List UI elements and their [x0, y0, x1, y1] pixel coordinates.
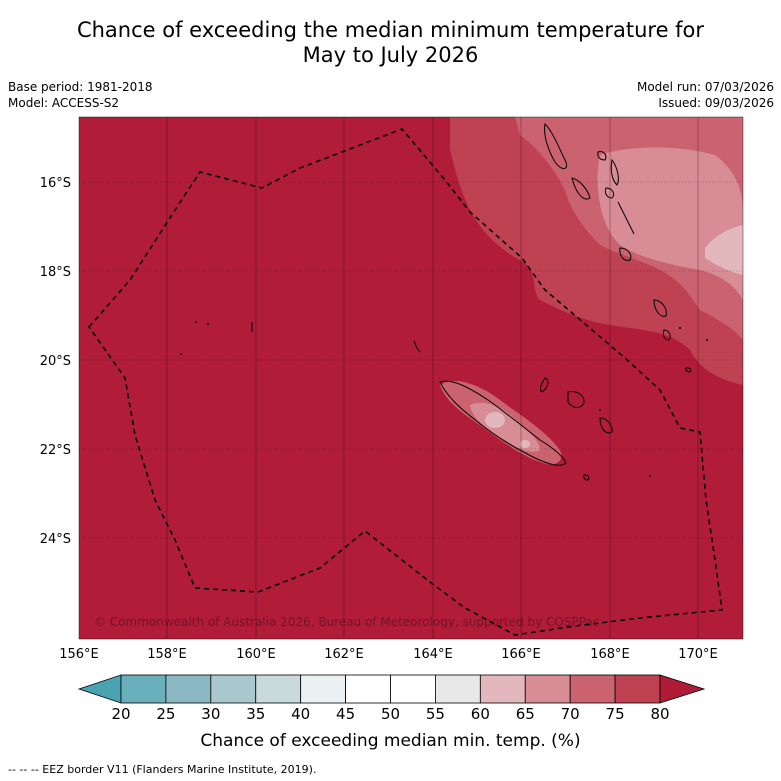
loyalty-mare-coast [599, 417, 613, 434]
title-line-2: May to July 2026 [302, 43, 479, 67]
colorbar-tick-label: 30 [201, 705, 221, 723]
islet [195, 321, 197, 323]
isle-of-pines-coast [583, 474, 590, 481]
contour-65-region [597, 147, 743, 300]
espiritu-santo-coast [544, 123, 568, 169]
colorbar-tick-label: 75 [605, 705, 625, 723]
islet [599, 409, 601, 411]
lon-label-164e: 164°E [413, 647, 453, 662]
contour-60-region [705, 225, 743, 275]
issued-date: Issued: 09/03/2026 [658, 96, 774, 110]
graticule [79, 117, 743, 639]
longitude-axis-labels: 156°E 158°E 160°E 162°E 164°E 166°E 168°… [59, 647, 718, 662]
model-name: Model: ACCESS-S2 [8, 96, 120, 110]
hunter-island-islet [685, 367, 692, 373]
colorbar-tick-label: 50 [380, 705, 401, 723]
lon-label-170e: 170°E [678, 647, 718, 662]
erromango-coast [619, 247, 632, 261]
belep-islands-coast [413, 340, 421, 353]
colorbar-segment [569, 674, 616, 704]
lat-label-22s: 22°S [40, 443, 71, 458]
colorbar-segment [479, 674, 526, 704]
colorbar-tick-label: 40 [291, 705, 311, 723]
lon-label-162e: 162°E [324, 647, 364, 662]
colorbar-tick-label: 45 [336, 705, 356, 723]
islet [180, 353, 182, 355]
colorbar-tick-label: 60 [470, 705, 490, 723]
colorbar-segment [120, 674, 167, 704]
tanna-coast [653, 299, 667, 317]
colorbar-segment [210, 674, 257, 704]
loyalty-lifou-coast [567, 391, 585, 408]
lon-label-158e: 158°E [147, 647, 187, 662]
eez-border [87, 128, 723, 636]
aneityum-coast [662, 329, 671, 341]
pentecost-coast [610, 158, 619, 186]
colorbar-title: Chance of exceeding median min. temp. (%… [200, 731, 581, 751]
lon-label-168e: 168°E [590, 647, 630, 662]
colorbar-segment [165, 674, 212, 704]
base-period: Base period: 1981-2018 [8, 80, 153, 94]
metadata-right: Model run: 07/03/2026 Issued: 09/03/2026 [637, 79, 774, 111]
islet [679, 327, 681, 329]
lon-label-166e: 166°E [501, 647, 541, 662]
colorbar-segment [300, 674, 346, 704]
lat-label-18s: 18°S [40, 265, 71, 280]
colorbar-segment [390, 674, 436, 704]
lon-label-156e: 156°E [59, 647, 99, 662]
copyright-notice: © Commonwealth of Australia 2026, Bureau… [94, 615, 599, 629]
lat-label-20s: 20°S [40, 354, 71, 369]
maewo-coast [597, 151, 607, 161]
metadata-left: Base period: 1981-2018 Model: ACCESS-S2 [8, 79, 153, 111]
caledonia-60-patch [485, 412, 505, 428]
map-panel: © Commonwealth of Australia 2026, Bureau… [79, 117, 743, 639]
new-caledonia-coast [439, 380, 567, 466]
islet [649, 475, 651, 477]
colorbar [77, 674, 706, 704]
latitude-axis-labels: 16°S 18°S 20°S 22°S 24°S [40, 176, 71, 547]
map-title: Chance of exceeding the median minimum t… [0, 18, 781, 68]
shepherd-islands-coast [617, 201, 635, 235]
small-islets [180, 321, 708, 477]
colorbar-segments [120, 674, 661, 704]
colorbar-tick-label: 70 [560, 705, 580, 723]
colorbar-high-extend [659, 674, 706, 704]
eez-footnote: -- -- -- EEZ border V11 (Flanders Marine… [8, 763, 317, 776]
efate-coast [604, 187, 615, 199]
colorbar-segment [435, 674, 481, 704]
colorbar-tick-label: 20 [111, 705, 131, 723]
colorbar-tick-label: 35 [246, 705, 266, 723]
colorbar-segment [614, 674, 661, 704]
lat-label-16s: 16°S [40, 176, 71, 191]
colorbar-tick-label: 25 [156, 705, 176, 723]
lon-label-160e: 160°E [236, 647, 276, 662]
colorbar-tick-label: 55 [425, 705, 445, 723]
colorbar-segment [524, 674, 571, 704]
map-frame [78, 116, 744, 640]
islet [207, 323, 209, 325]
colorbar-segment [255, 674, 302, 704]
islet [706, 339, 708, 341]
title-line-1: Chance of exceeding the median minimum t… [76, 18, 705, 42]
colorbar-segment [345, 674, 391, 704]
caledonia-60-patch-east [520, 440, 530, 448]
colorbar-tick-label: 80 [650, 705, 670, 723]
model-run: Model run: 07/03/2026 [636, 80, 774, 94]
coastlines [251, 123, 692, 481]
lat-label-24s: 24°S [40, 532, 71, 547]
colorbar-tick-label: 65 [515, 705, 535, 723]
malekula-coast [571, 177, 591, 200]
loyalty-ouvea-coast [540, 377, 549, 393]
colorbar-low-extend [77, 674, 122, 704]
